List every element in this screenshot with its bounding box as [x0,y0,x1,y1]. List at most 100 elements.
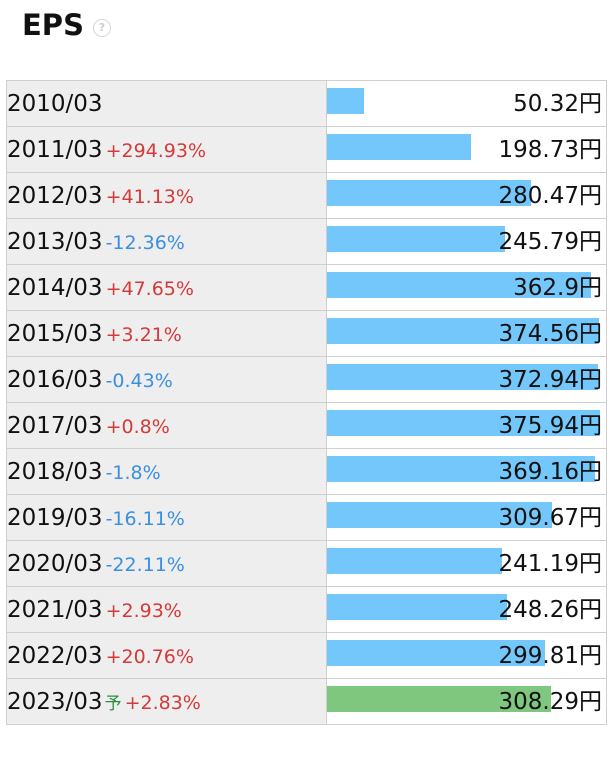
year-label: 2011/03 [7,136,103,163]
bar-cell: 280.47円 [326,172,607,219]
year-cell: 2010/03 [6,80,327,127]
year-label: 2021/03 [7,596,103,623]
year-cell: 2022/03 +20.76% [6,632,327,679]
eps-value: 248.26円 [498,597,602,623]
question-circle-icon[interactable]: ? [92,19,111,37]
eps-value: 374.56円 [498,321,602,347]
bar-cell: 375.94円 [326,402,607,449]
year-cell: 2018/03 -1.8% [6,448,327,495]
change-percent: -16.11% [105,507,185,530]
change-percent: +3.21% [105,323,182,346]
change-percent: +20.76% [105,645,194,668]
table-row: 2010/03 50.32円 [6,80,607,127]
table-row: 2021/03 +2.93% 248.26円 [6,586,607,633]
year-label: 2013/03 [7,228,103,255]
year-label: 2015/03 [7,320,103,347]
eps-header: EPS ? [22,8,111,42]
change-percent: +47.65% [105,277,194,300]
eps-bar [327,594,507,620]
eps-bar [327,640,545,666]
eps-bar [327,180,531,206]
bar-cell: 248.26円 [326,586,607,633]
year-cell: 2020/03 -22.11% [6,540,327,587]
eps-value: 308.29円 [498,689,602,715]
eps-bar [327,226,505,252]
year-cell: 2017/03 +0.8% [6,402,327,449]
year-label: 2010/03 [7,90,103,117]
year-label: 2019/03 [7,504,103,531]
bar-cell: 362.9円 [326,264,607,311]
change-percent: -22.11% [105,553,185,576]
eps-bar [327,410,600,436]
bar-cell: 245.79円 [326,218,607,265]
table-row: 2011/03 +294.93% 198.73円 [6,126,607,173]
change-percent: +2.93% [105,599,182,622]
eps-bar [327,364,598,390]
eps-value: 299.81円 [498,643,602,669]
change-percent: +294.93% [105,139,207,162]
change-percent: +0.8% [105,415,170,438]
page-title: EPS [22,8,84,42]
eps-value: 245.79円 [498,229,602,255]
eps-bar [327,318,599,344]
table-row: 2019/03 -16.11% 309.67円 [6,494,607,541]
bar-cell: 198.73円 [326,126,607,173]
change-percent: -0.43% [105,369,173,392]
change-percent: +41.13% [105,185,194,208]
year-cell: 2012/03 +41.13% [6,172,327,219]
table-row: 2016/03 -0.43% 372.94円 [6,356,607,403]
eps-bar [327,686,551,712]
table-row: 2013/03 -12.36% 245.79円 [6,218,607,265]
eps-value: 280.47円 [498,183,602,209]
eps-value: 369.16円 [498,459,602,485]
bar-cell: 308.29円 [326,678,607,725]
year-cell: 2011/03 +294.93% [6,126,327,173]
year-label: 2017/03 [7,412,103,439]
year-cell: 2013/03 -12.36% [6,218,327,265]
table-row: 2017/03 +0.8% 375.94円 [6,402,607,449]
eps-value: 198.73円 [498,137,602,163]
year-cell: 2015/03 +3.21% [6,310,327,357]
forecast-mark: 予 [104,693,122,714]
change-percent: +2.83% [124,691,201,714]
bar-cell: 309.67円 [326,494,607,541]
table-row: 2014/03 +47.65% 362.9円 [6,264,607,311]
table-row: 2012/03 +41.13% 280.47円 [6,172,607,219]
eps-table: 2010/03 50.32円 2011/03 +294.93% 198.73円 2012/… [6,80,607,725]
bar-cell: 299.81円 [326,632,607,679]
table-row: 2020/03 -22.11% 241.19円 [6,540,607,587]
year-cell: 2021/03 +2.93% [6,586,327,633]
table-row: 2023/03 予 +2.83% 308.29円 [6,678,607,725]
eps-value: 241.19円 [498,551,602,577]
table-row: 2015/03 +3.21% 374.56円 [6,310,607,357]
year-label: 2022/03 [7,642,103,669]
bar-cell: 374.56円 [326,310,607,357]
change-percent: -12.36% [105,231,185,254]
eps-value: 362.9円 [513,275,602,301]
year-cell: 2014/03 +47.65% [6,264,327,311]
year-cell: 2023/03 予 +2.83% [6,678,327,725]
change-percent: -1.8% [105,461,161,484]
eps-bar [327,272,591,298]
eps-value: 375.94円 [498,413,602,439]
bar-cell: 50.32円 [326,80,607,127]
eps-value: 50.32円 [513,91,602,117]
year-label: 2018/03 [7,458,103,485]
eps-bar [327,456,595,482]
year-label: 2014/03 [7,274,103,301]
table-row: 2018/03 -1.8% 369.16円 [6,448,607,495]
eps-bar [327,134,471,160]
bar-cell: 241.19円 [326,540,607,587]
eps-value: 372.94円 [498,367,602,393]
table-row: 2022/03 +20.76% 299.81円 [6,632,607,679]
eps-bar [327,502,552,528]
year-label: 2016/03 [7,366,103,393]
eps-bar [327,88,364,114]
year-label: 2020/03 [7,550,103,577]
bar-cell: 369.16円 [326,448,607,495]
bar-cell: 372.94円 [326,356,607,403]
year-cell: 2016/03 -0.43% [6,356,327,403]
eps-bar [327,548,502,574]
year-cell: 2019/03 -16.11% [6,494,327,541]
year-label: 2012/03 [7,182,103,209]
